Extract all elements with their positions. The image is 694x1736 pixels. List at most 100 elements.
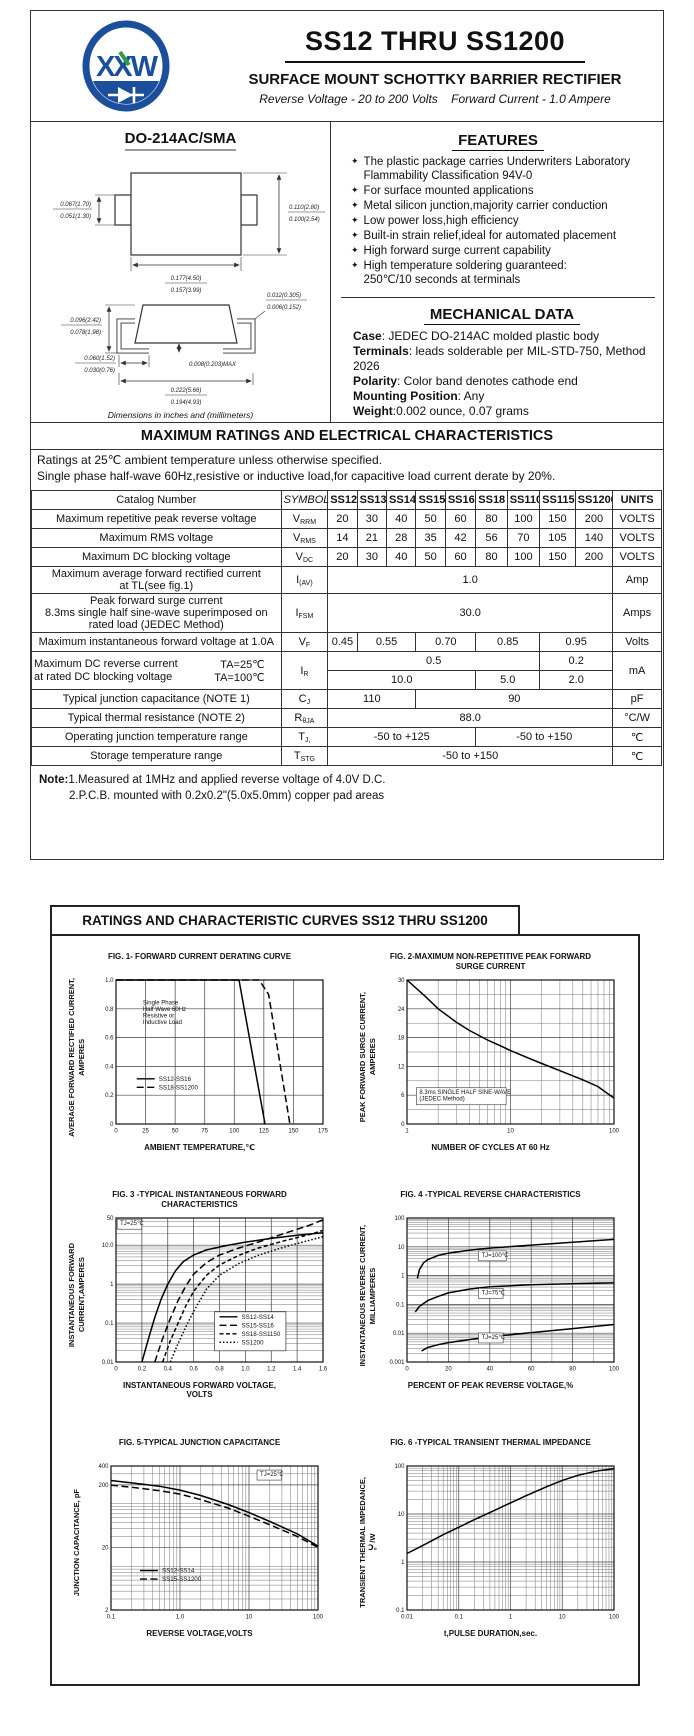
fig2-x-axis-label: NUMBER OF CYCLES AT 60 Hz bbox=[431, 1143, 550, 1152]
svg-text:0.01: 0.01 bbox=[101, 1360, 113, 1366]
svg-text:1: 1 bbox=[401, 1560, 405, 1566]
svg-text:0.096(2.42): 0.096(2.42) bbox=[70, 318, 101, 324]
logo-text: XXW bbox=[96, 51, 159, 83]
svg-text:SS15-SS16: SS15-SS16 bbox=[241, 1323, 274, 1330]
dim-total-width: 0.222(5.66) 0.194(4.93) bbox=[165, 388, 207, 406]
svg-text:400: 400 bbox=[98, 1464, 109, 1470]
svg-text:1: 1 bbox=[508, 1614, 512, 1620]
row-iav: Maximum average forward rectified curren… bbox=[31, 566, 662, 595]
fig6-title: FIG. 6 -TYPICAL TRANSIENT THERMAL IMPEDA… bbox=[390, 1437, 591, 1447]
row-vrrm: Maximum repetitive peak reverse voltage … bbox=[31, 509, 662, 530]
fig6-transient-thermal-impedance: FIG. 6 -TYPICAL TRANSIENT THERMAL IMPEDA… bbox=[345, 1438, 636, 1656]
dim-lead-height: 0.067(1.70) 0.051(1.30) bbox=[53, 202, 92, 220]
fig2-title: FIG. 2-MAXIMUM NON-REPETITIVE PEAK FORWA… bbox=[389, 952, 592, 971]
condition-line-1: Ratings at 25℃ ambient temperature unles… bbox=[37, 453, 382, 467]
fig5-title: FIG. 5-TYPICAL JUNCTION CAPACITANCE bbox=[118, 1437, 281, 1447]
svg-text:0.177(4.50): 0.177(4.50) bbox=[171, 276, 202, 282]
svg-text:Inductive Load: Inductive Load bbox=[143, 1020, 182, 1026]
dimension-lines-top bbox=[95, 172, 287, 271]
bullet-icon: ✦ bbox=[351, 215, 359, 226]
package-outline-section: DO-214AC/SMA bbox=[31, 122, 331, 422]
svg-text:50: 50 bbox=[171, 1129, 178, 1135]
symbol-iav: I(AV) bbox=[280, 566, 329, 595]
feature-item: ✦ Metal silicon junction,majority carrier… bbox=[351, 200, 608, 213]
svg-text:0.8: 0.8 bbox=[105, 1007, 114, 1013]
feature-item: ✦ Built-in strain relief,ideal for automa… bbox=[351, 230, 617, 243]
package-side-view bbox=[116, 304, 256, 354]
svg-text:SS12-SS14: SS12-SS14 bbox=[241, 1314, 274, 1321]
part-number-title: SS12 THRU SS1200 bbox=[304, 26, 566, 56]
svg-text:10: 10 bbox=[507, 1129, 514, 1135]
symbol-tstg: TSTG bbox=[280, 746, 329, 767]
dim-body-width: 0.177(4.50) 0.157(3.99) bbox=[165, 276, 207, 294]
svg-text:0.001: 0.001 bbox=[389, 1360, 405, 1366]
fig2-plot: 1 10 100 0 6 12 18 24 30 8.3ms SINGLE HALF SINE-W… bbox=[397, 978, 619, 1135]
curves-section-title: RATINGS AND CHARACTERISTIC CURVES SS12 T… bbox=[50, 905, 520, 936]
svg-text:0.6: 0.6 bbox=[189, 1367, 198, 1373]
svg-text:TJ=75℃: TJ=75℃ bbox=[481, 1290, 505, 1297]
feature-item: ✦ The plastic package carries Underwriter… bbox=[351, 156, 631, 183]
features-list: ✦ The plastic package carries Underwriter… bbox=[341, 155, 655, 287]
col-part: SS15 bbox=[415, 490, 446, 511]
svg-text:24: 24 bbox=[397, 1007, 404, 1013]
feature-item: ✦ High temperature soldering guaranteed: … bbox=[351, 260, 567, 287]
dim-body-height: 0.110(2.80) 0.100(2.54) bbox=[288, 205, 325, 223]
svg-text:100: 100 bbox=[609, 1367, 620, 1373]
svg-text:0: 0 bbox=[401, 1122, 405, 1128]
svg-text:0.1: 0.1 bbox=[454, 1614, 463, 1620]
col-part: SS14 bbox=[386, 490, 417, 511]
svg-text:75: 75 bbox=[201, 1129, 208, 1135]
fig1-plot: 0 25 50 75 100 125 150 175 0 0.2 0.4 0.6 0.8 1.0 Singl… bbox=[105, 978, 329, 1135]
svg-text:SS18-SS1150: SS18-SS1150 bbox=[241, 1331, 280, 1338]
dim-lead-thickness: 0.012(0.305) 0.006(0.152) bbox=[266, 293, 307, 311]
svg-text:0.2: 0.2 bbox=[137, 1367, 146, 1373]
svg-text:0.030(0.76): 0.030(0.76) bbox=[84, 368, 115, 374]
svg-text:1: 1 bbox=[110, 1282, 114, 1288]
svg-text:40: 40 bbox=[486, 1367, 493, 1373]
fig5-junction-capacitance: FIG. 5-TYPICAL JUNCTION CAPACITANCE JUNC… bbox=[54, 1438, 345, 1656]
curves-panel: RATINGS AND CHARACTERISTIC CURVES SS12 T… bbox=[50, 905, 640, 1686]
col-catalog: Catalog Number bbox=[31, 490, 282, 511]
svg-text:SS18-SS1200: SS18-SS1200 bbox=[158, 1084, 198, 1091]
features-title: FEATURES bbox=[341, 132, 655, 151]
svg-text:0.222(5.66): 0.222(5.66) bbox=[171, 388, 202, 394]
svg-text:0.110(2.80): 0.110(2.80) bbox=[289, 205, 319, 211]
svg-text:8.3ms SINGLE HALF SINE-WAVE: 8.3ms SINGLE HALF SINE-WAVE bbox=[419, 1090, 511, 1096]
svg-text:TJ=25℃: TJ=25℃ bbox=[120, 1221, 144, 1228]
svg-text:1: 1 bbox=[405, 1129, 409, 1135]
svg-text:20: 20 bbox=[445, 1367, 452, 1373]
table-notes: Note:1.Measured at 1MHz and applied reve… bbox=[31, 766, 663, 810]
svg-text:30: 30 bbox=[397, 978, 404, 984]
col-units: UNITS bbox=[612, 490, 662, 511]
svg-text:60: 60 bbox=[527, 1367, 534, 1373]
svg-text:0.012(0.305): 0.012(0.305) bbox=[267, 293, 301, 299]
symbol-cj: CJ bbox=[280, 689, 329, 710]
svg-text:SS1200: SS1200 bbox=[241, 1340, 264, 1347]
row-cj: Typical junction capacitance (NOTE 1) CJ… bbox=[31, 689, 662, 710]
svg-text:0.078(1.98): 0.078(1.98) bbox=[70, 330, 101, 336]
fig1-title: FIG. 1- FORWARD CURRENT DERATING CURVE bbox=[107, 952, 292, 961]
svg-text:SS12-SS14: SS12-SS14 bbox=[162, 1567, 195, 1574]
mechanical-title: MECHANICAL DATA bbox=[353, 306, 651, 326]
fig2-peak-surge-current: FIG. 2-MAXIMUM NON-REPETITIVE PEAK FORWA… bbox=[345, 952, 636, 1170]
svg-text:1.0: 1.0 bbox=[241, 1367, 250, 1373]
svg-text:0.1: 0.1 bbox=[106, 1614, 115, 1620]
feature-item: ✦ High forward surge current capability bbox=[351, 245, 551, 258]
fig3-x-axis-label: INSTANTANEOUS FORWARD VOLTAGE, VOLTS bbox=[122, 1381, 277, 1400]
svg-text:100: 100 bbox=[609, 1614, 620, 1620]
package-name: DO-214AC/SMA bbox=[124, 130, 237, 151]
svg-text:1.0: 1.0 bbox=[105, 978, 114, 984]
title-underline bbox=[285, 61, 585, 63]
fig6-x-axis-label: t,PULSE DURATION,sec. bbox=[443, 1628, 538, 1638]
fig3-plot: 0 0.2 0.4 0.6 0.8 1.0 1.2 1.4 1.6 0.01 0.1 1 10.0 50 T… bbox=[101, 1216, 327, 1373]
row-ir-25c: Maximum DC reverse current TA=25℃ at rate… bbox=[31, 651, 662, 691]
svg-text:0: 0 bbox=[110, 1122, 114, 1128]
svg-text:0.067(1.70): 0.067(1.70) bbox=[60, 202, 91, 208]
ratings-tagline: Reverse Voltage - 20 to 200 Volts Forwar… bbox=[259, 92, 611, 106]
svg-text:25: 25 bbox=[142, 1129, 149, 1135]
diode-symbol-icon bbox=[108, 87, 144, 103]
svg-text:Resistive or: Resistive or bbox=[143, 1013, 174, 1019]
svg-text:1.0: 1.0 bbox=[175, 1614, 184, 1620]
